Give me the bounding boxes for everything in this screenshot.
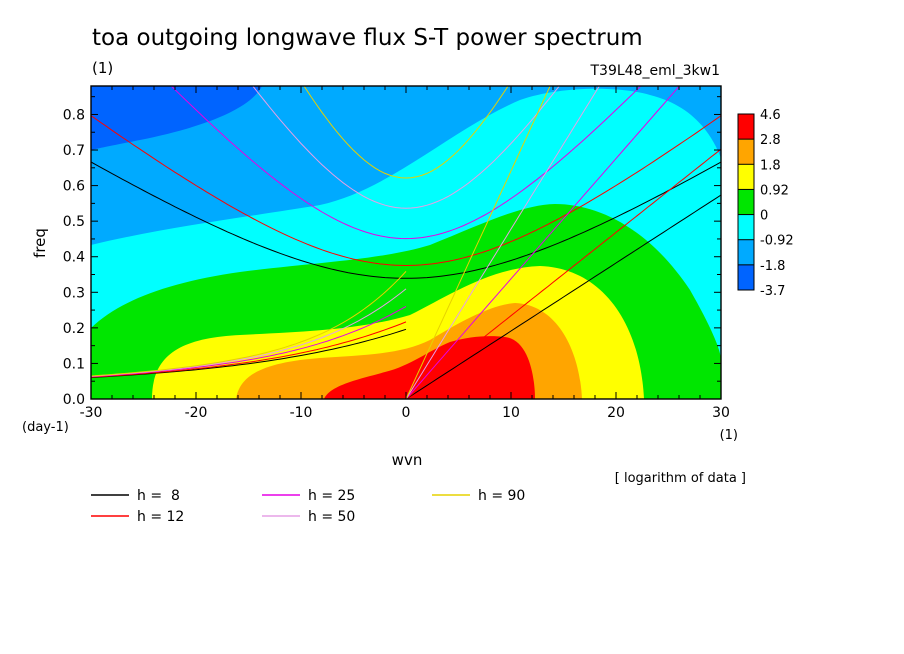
x-axis-label: wvn bbox=[392, 451, 423, 469]
legend-label-h90: h = 90 bbox=[478, 488, 525, 504]
y-axis: 0.0 0.1 0.2 0.3 0.4 0.5 0.6 0.7 0.8 bbox=[63, 96, 721, 408]
colorbar-label: 0.92 bbox=[760, 183, 789, 198]
y-unit-label: (day-1) bbox=[22, 420, 69, 435]
colorbar-label: 1.8 bbox=[760, 158, 781, 173]
curve-kelvin-h90 bbox=[405, 86, 551, 399]
curve-inertia-gravity-h50 bbox=[252, 86, 560, 209]
x-tick-label: 0 bbox=[402, 405, 411, 421]
curve-mixed-rossby-gravity-h12 bbox=[91, 321, 407, 378]
colorbar-label: -3.7 bbox=[760, 284, 785, 299]
y-tick-label: 0.3 bbox=[63, 285, 85, 301]
y-tick-label: 0.5 bbox=[63, 214, 85, 230]
colorbar-swatch bbox=[738, 239, 754, 265]
contour-fill-level-1 bbox=[324, 336, 535, 399]
x-unit-label: (1) bbox=[720, 428, 738, 443]
curve-kelvin-h8 bbox=[405, 194, 721, 399]
plot-area bbox=[91, 86, 721, 399]
y-tick-label: 0.7 bbox=[63, 143, 85, 159]
title-unit: (1) bbox=[92, 59, 113, 77]
y-tick-label: 0.4 bbox=[63, 250, 85, 266]
legend-label-h12: h = 12 bbox=[137, 509, 184, 525]
y-tick-label: 0.8 bbox=[63, 107, 85, 123]
y-tick-label: 0.6 bbox=[63, 179, 85, 195]
chart-title: toa outgoing longwave flux S-T power spe… bbox=[92, 25, 643, 51]
curve-kelvin-h50 bbox=[405, 86, 600, 399]
curve-inertia-gravity-h8 bbox=[91, 161, 721, 279]
colorbar-swatch bbox=[738, 114, 754, 140]
x-tick-label: -20 bbox=[185, 405, 208, 421]
contour-fill-level-7 bbox=[91, 86, 262, 150]
x-tick-label: -10 bbox=[290, 405, 313, 421]
x-tick-label: 10 bbox=[502, 405, 520, 421]
x-tick-label: 30 bbox=[712, 405, 730, 421]
y-tick-label: 0.1 bbox=[63, 356, 85, 372]
y-tick-label: 0.2 bbox=[63, 321, 85, 337]
legend-label-h50: h = 50 bbox=[308, 509, 355, 525]
x-tick-label: 20 bbox=[607, 405, 625, 421]
colorbar-swatch bbox=[738, 214, 754, 240]
colorbar-swatch bbox=[738, 139, 754, 165]
legend-label-h25: h = 25 bbox=[308, 488, 355, 504]
dispersion-curves bbox=[91, 86, 721, 399]
colorbar-label: -0.92 bbox=[760, 234, 794, 249]
legend: h = 8 h = 12 h = 25 h = 50 h = 90 bbox=[91, 488, 525, 525]
colorbar-label: -1.8 bbox=[760, 259, 785, 274]
colorbar-label: 2.8 bbox=[760, 133, 781, 148]
legend-label-h8: h = 8 bbox=[137, 488, 180, 504]
curve-inertia-gravity-h25 bbox=[170, 86, 642, 240]
x-tick-label: -30 bbox=[80, 405, 103, 421]
colorbar-label: 0 bbox=[760, 209, 768, 224]
x-axis: -30 -20 -10 0 10 20 30 bbox=[80, 86, 730, 421]
curve-kelvin-h25 bbox=[405, 86, 681, 399]
data-note: [ logarithm of data ] bbox=[615, 471, 746, 486]
colorbar-label: 4.6 bbox=[760, 108, 781, 123]
curve-kelvin-h12 bbox=[405, 148, 721, 399]
y-axis-label: freq bbox=[31, 228, 49, 258]
curve-inertia-gravity-h12 bbox=[91, 115, 721, 267]
colorbar-swatch bbox=[738, 264, 754, 290]
curve-inertia-gravity-h90 bbox=[303, 86, 509, 179]
colorbar: 4.6 2.8 1.8 0.92 0 -0.92 -1.8 -3.7 bbox=[737, 108, 794, 299]
colorbar-swatch bbox=[738, 189, 754, 215]
y-tick-label: 0.0 bbox=[63, 392, 85, 408]
curve-mixed-rossby-gravity-h90 bbox=[91, 271, 407, 377]
run-label: T39L48_eml_3kw1 bbox=[590, 63, 721, 79]
colorbar-swatch bbox=[738, 164, 754, 190]
